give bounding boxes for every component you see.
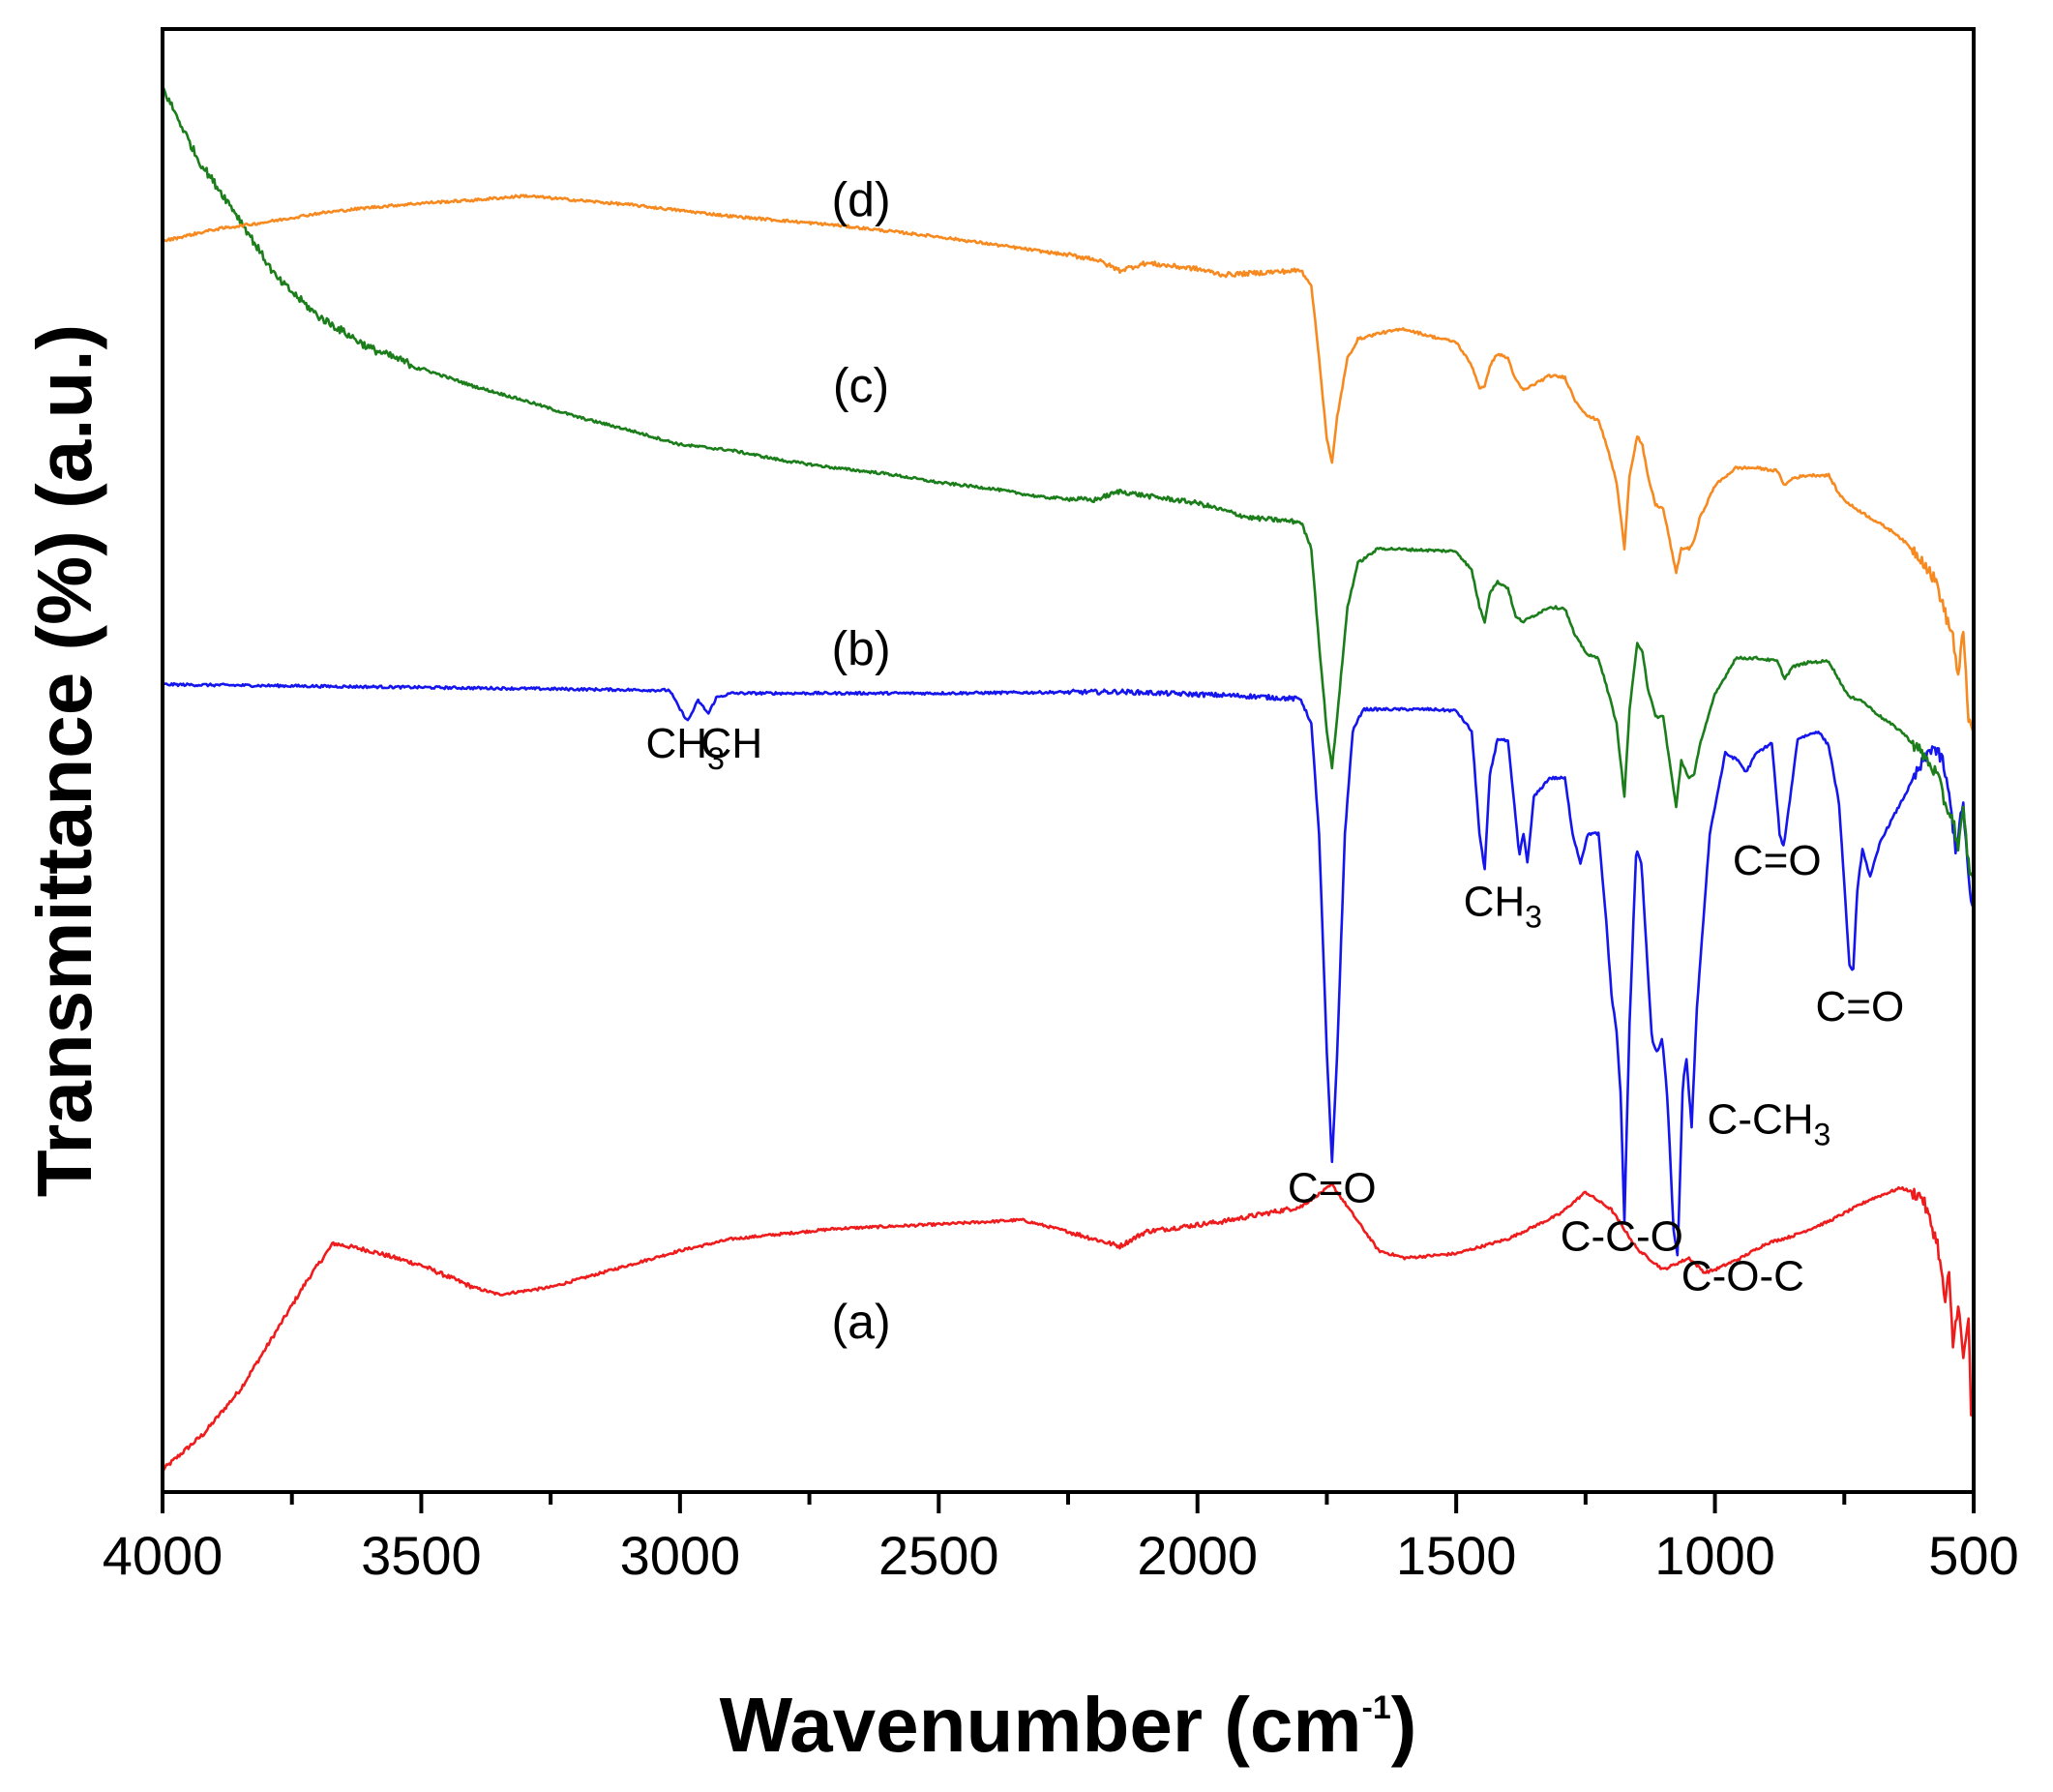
peak-annotation: C=O — [1815, 983, 1904, 1030]
peak-annotation: CH3 — [646, 720, 725, 776]
peak-annotation: C-CH3 — [1708, 1096, 1831, 1152]
x-axis-ticks: 4000 3500 3000 2500 2000 1500 1000 500 — [103, 1492, 2019, 1586]
series-label: (c) — [833, 359, 889, 413]
x-tick-label: 2000 — [1137, 1525, 1258, 1586]
series-line-b — [162, 681, 1975, 1257]
x-tick-label: 4000 — [103, 1525, 223, 1586]
series-line-d — [161, 194, 1975, 732]
x-tick-label: 500 — [1928, 1525, 2018, 1586]
series-label: (b) — [832, 622, 891, 676]
x-tick-label: 1500 — [1396, 1525, 1517, 1586]
peak-annotation: C=O — [1733, 837, 1822, 884]
y-axis-title: Transmittance (%) (a.u.) — [21, 324, 107, 1197]
series-label: (d) — [832, 173, 891, 227]
series-line-c — [161, 85, 1976, 882]
x-tick-label: 2500 — [878, 1525, 999, 1586]
x-tick-label: 3000 — [620, 1525, 741, 1586]
series-layer — [161, 85, 1976, 1472]
peak-annotation: CH — [701, 720, 763, 767]
series-label: (a) — [832, 1295, 891, 1349]
peak-annotation: C-O-C — [1681, 1252, 1804, 1299]
peak-annotation: C-C-O — [1561, 1213, 1683, 1261]
peak-annotation: C=O — [1288, 1165, 1377, 1212]
x-axis-title: Wavenumber (cm-1) — [720, 1682, 1417, 1768]
x-tick-label: 1000 — [1654, 1525, 1775, 1586]
series-line-a — [162, 1182, 1975, 1472]
x-tick-label: 3500 — [361, 1525, 482, 1586]
peak-annotation: CH3 — [1464, 878, 1542, 934]
series-labels: (a) (b) (c) (d) — [832, 173, 891, 1350]
